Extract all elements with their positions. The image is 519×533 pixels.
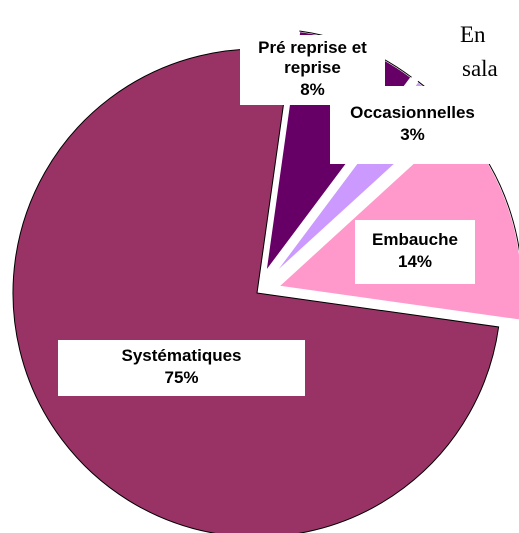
- category-label: Embauche: [372, 230, 458, 249]
- value-label: 75%: [164, 368, 199, 387]
- slice-label: Pré reprise et reprise 8%: [240, 35, 385, 105]
- background-text: En: [460, 22, 486, 47]
- value-label: 3%: [400, 125, 425, 144]
- slice-label: Occasionnelles 3%: [330, 86, 495, 164]
- slice-label: Systématiques 75%: [58, 340, 305, 396]
- value-label: 8%: [300, 80, 325, 99]
- value-label: 14%: [397, 252, 433, 271]
- pie-slice: [12, 48, 500, 533]
- category-label: Systématiques: [121, 346, 242, 365]
- background-text: sala: [462, 56, 498, 81]
- category-label: Pré reprise et reprise: [258, 38, 367, 77]
- category-label: Occasionnelles: [350, 103, 475, 122]
- slice-label: Embauche 14%: [355, 220, 475, 284]
